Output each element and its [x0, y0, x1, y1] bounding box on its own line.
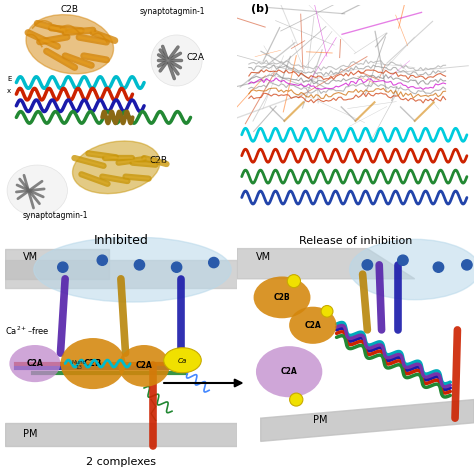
Circle shape — [134, 260, 145, 270]
Circle shape — [321, 306, 333, 317]
Ellipse shape — [254, 276, 310, 319]
Text: x: x — [7, 88, 11, 94]
Text: E: E — [7, 76, 11, 82]
Text: C2A: C2A — [136, 361, 153, 370]
Ellipse shape — [289, 307, 337, 344]
Text: synaptotagmin-1: synaptotagmin-1 — [139, 7, 205, 16]
Circle shape — [209, 257, 219, 268]
Ellipse shape — [73, 141, 160, 193]
Ellipse shape — [256, 346, 322, 397]
Text: synaptotagmin-1: synaptotagmin-1 — [23, 211, 89, 220]
Ellipse shape — [34, 237, 231, 302]
Ellipse shape — [118, 345, 170, 387]
Circle shape — [164, 348, 201, 373]
Text: Inhibited: Inhibited — [93, 234, 148, 247]
Text: PM: PM — [23, 429, 38, 439]
Text: C2A: C2A — [304, 321, 321, 330]
Circle shape — [97, 255, 108, 265]
Text: C2A: C2A — [186, 54, 204, 63]
Text: C2A: C2A — [27, 359, 43, 368]
Circle shape — [398, 255, 408, 265]
Text: Release of inhibition: Release of inhibition — [299, 236, 412, 246]
Circle shape — [172, 262, 182, 272]
Circle shape — [362, 260, 373, 270]
Circle shape — [290, 393, 303, 406]
Text: C2B: C2B — [149, 155, 167, 164]
Polygon shape — [261, 400, 474, 441]
Text: C2B: C2B — [84, 359, 102, 368]
Ellipse shape — [9, 345, 61, 382]
Text: VM: VM — [23, 252, 38, 262]
Circle shape — [433, 262, 444, 272]
Polygon shape — [5, 248, 109, 279]
Text: PM: PM — [313, 415, 328, 425]
Circle shape — [58, 262, 68, 272]
Ellipse shape — [349, 239, 474, 300]
Ellipse shape — [7, 165, 67, 216]
Text: (b): (b) — [251, 4, 269, 14]
Polygon shape — [237, 248, 415, 279]
Text: 2 complexes: 2 complexes — [86, 456, 156, 466]
Circle shape — [462, 260, 472, 270]
Text: VM: VM — [256, 252, 271, 262]
Text: $Ca$: $Ca$ — [177, 356, 188, 365]
Polygon shape — [5, 423, 237, 446]
Text: Munc
13: Munc 13 — [72, 360, 86, 370]
Ellipse shape — [26, 15, 114, 74]
Text: C2A: C2A — [281, 367, 298, 376]
Text: C2B: C2B — [61, 5, 79, 14]
Ellipse shape — [151, 35, 202, 86]
Text: Ca$^{2+}$–free: Ca$^{2+}$–free — [5, 325, 49, 337]
Circle shape — [287, 274, 301, 288]
Polygon shape — [5, 260, 237, 288]
Ellipse shape — [61, 338, 126, 389]
Text: C2B: C2B — [273, 293, 291, 302]
